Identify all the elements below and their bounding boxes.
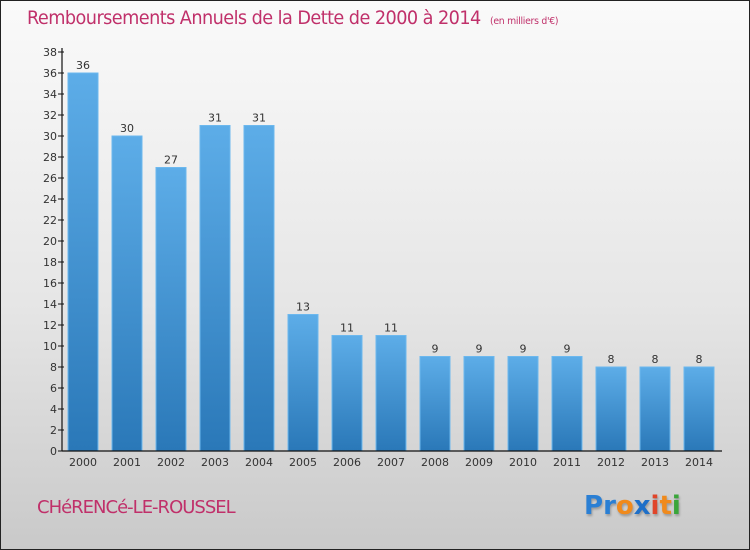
value-label-2013: 8: [652, 353, 659, 366]
x-tick-label-2013: 2013: [641, 456, 669, 469]
y-tick-label-26: 26: [43, 172, 57, 185]
x-axis: 2000 2001 2002 2003 2004 2005 2006 2007 2008 2009…: [62, 450, 722, 469]
value-label-2008: 9: [432, 343, 439, 356]
commune-name: CHéRENCé-LE-ROUSSEL: [37, 497, 236, 518]
bar-2009: [463, 356, 495, 452]
bar-2000: [67, 72, 99, 452]
value-label-2005: 13: [296, 301, 310, 314]
chart-title: Remboursements Annuels de la Dette de 20…: [27, 7, 558, 29]
value-label-2011: 9: [564, 343, 571, 356]
bar-2013: [639, 366, 671, 452]
y-tick-label-18: 18: [43, 256, 57, 269]
bar-2004: [243, 125, 275, 452]
bar-2008: [419, 356, 451, 452]
x-tick-label-2004: 2004: [245, 456, 273, 469]
y-tick-label-6: 6: [50, 382, 57, 395]
value-label-2014: 8: [696, 353, 703, 366]
x-tick-label-2003: 2003: [201, 456, 229, 469]
logo-letter: x: [633, 491, 651, 521]
logo-letter: P: [584, 491, 604, 521]
value-label-2003: 31: [208, 112, 222, 125]
bar-2001: [111, 135, 143, 452]
x-tick-label-2010: 2010: [509, 456, 537, 469]
value-label-2007: 11: [384, 322, 398, 335]
y-tick-label-22: 22: [43, 214, 57, 227]
value-label-2012: 8: [608, 353, 615, 366]
y-tick-label-4: 4: [50, 403, 57, 416]
y-tick-label-30: 30: [43, 130, 57, 143]
value-label-2001: 30: [120, 122, 134, 135]
x-tick-label-2011: 2011: [553, 456, 581, 469]
chart-title-text: Remboursements Annuels de la Dette de 20…: [27, 7, 481, 29]
x-tick-label-2012: 2012: [597, 456, 625, 469]
y-tick-label-34: 34: [43, 88, 57, 101]
bar-2012: [595, 366, 627, 452]
y-tick-label-10: 10: [43, 340, 57, 353]
value-label-2009: 9: [476, 343, 483, 356]
x-tick-label-2006: 2006: [333, 456, 361, 469]
logo-letter: o: [615, 491, 634, 521]
x-tick-label-2002: 2002: [157, 456, 185, 469]
y-tick-label-28: 28: [43, 151, 57, 164]
y-tick-label-38: 38: [43, 46, 57, 59]
value-label-2000: 36: [76, 59, 90, 72]
bar-2014: [683, 366, 715, 452]
x-tick-label-2009: 2009: [465, 456, 493, 469]
bar-2003: [199, 125, 231, 452]
chart-subtitle: (en milliers d'€): [490, 16, 559, 27]
x-tick-label-2014: 2014: [685, 456, 713, 469]
x-tick-label-2005: 2005: [289, 456, 317, 469]
value-label-2002: 27: [164, 154, 178, 167]
y-tick-label-8: 8: [50, 361, 57, 374]
bar-2006: [331, 335, 363, 452]
bars-group: 36 30 27 31 31 13 11 11 9 9 9 9 8 8 8: [67, 59, 715, 452]
logo-letter: r: [603, 491, 616, 521]
y-tick-label-32: 32: [43, 109, 57, 122]
y-tick-label-0: 0: [50, 445, 57, 458]
y-tick-label-36: 36: [43, 67, 57, 80]
logo-letter: t: [659, 491, 672, 521]
bar-2005: [287, 314, 319, 452]
value-label-2010: 9: [520, 343, 527, 356]
logo-letter: i: [671, 491, 681, 521]
bar-2002: [155, 167, 187, 452]
x-tick-label-2001: 2001: [113, 456, 141, 469]
y-tick-label-20: 20: [43, 235, 57, 248]
y-tick-label-16: 16: [43, 277, 57, 290]
y-tick-label-2: 2: [50, 424, 57, 437]
value-label-2004: 31: [252, 112, 266, 125]
x-tick-label-2007: 2007: [377, 456, 405, 469]
bar-2007: [375, 335, 407, 452]
bar-2010: [507, 356, 539, 452]
bar-2011: [551, 356, 583, 452]
logo-letter: i: [650, 491, 660, 521]
y-tick-label-14: 14: [43, 298, 57, 311]
y-tick-label-12: 12: [43, 319, 57, 332]
y-tick-label-24: 24: [43, 193, 57, 206]
x-tick-label-2000: 2000: [69, 456, 97, 469]
x-tick-label-2008: 2008: [421, 456, 449, 469]
proxiti-logo[interactable]: Proxiti: [584, 491, 681, 521]
value-label-2006: 11: [340, 322, 354, 335]
